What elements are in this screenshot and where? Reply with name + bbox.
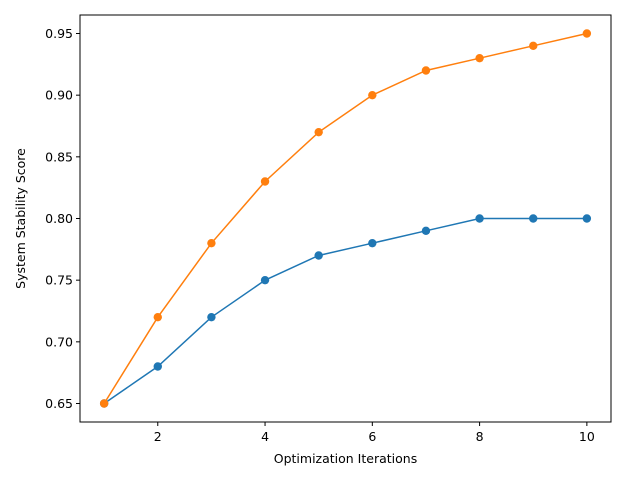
y-tick-label: 0.95 [45, 26, 73, 41]
y-tick-label: 0.75 [45, 273, 73, 288]
series-1-point [314, 251, 323, 260]
x-tick-label: 4 [261, 429, 269, 444]
x-axis-ticks: 2 4 6 8 10 [154, 422, 595, 444]
series-2-point [207, 238, 216, 248]
x-tick-label: 2 [154, 429, 162, 444]
series-2-point [99, 399, 109, 408]
series-1-line [103, 217, 587, 405]
series-1-point [153, 362, 162, 371]
y-tick-label: 0.85 [45, 149, 73, 164]
series-2-point [582, 29, 592, 38]
series-2-point [153, 312, 162, 322]
series-1-point [368, 238, 377, 248]
y-axis-ticks: 0.65 0.70 0.75 0.80 0.85 0.90 0.95 [45, 26, 80, 411]
series-layer [99, 29, 592, 408]
y-tick-label: 0.80 [45, 211, 73, 226]
series-2-point [529, 41, 538, 51]
y-axis-label: System Stability Score [13, 148, 28, 289]
x-axis-label: Optimization Iterations [274, 451, 417, 466]
series-1-point [582, 214, 592, 223]
series-2-point [421, 66, 431, 75]
series-1-point [475, 214, 484, 223]
x-tick-label: 8 [476, 429, 484, 444]
x-tick-label: 10 [579, 429, 595, 444]
series-2-point [368, 90, 377, 100]
series-2-line [103, 32, 588, 404]
series-2-point [260, 177, 270, 186]
y-tick-label: 0.90 [45, 88, 73, 103]
series-1-point [260, 275, 270, 285]
series-2-point [475, 53, 484, 63]
y-tick-label: 0.65 [45, 396, 73, 411]
y-tick-label: 0.70 [45, 334, 73, 349]
x-tick-label: 6 [368, 429, 376, 444]
series-2-point [314, 127, 323, 137]
series-1-point [529, 214, 538, 223]
series-1-point [207, 312, 216, 322]
series-1-point [421, 226, 431, 236]
